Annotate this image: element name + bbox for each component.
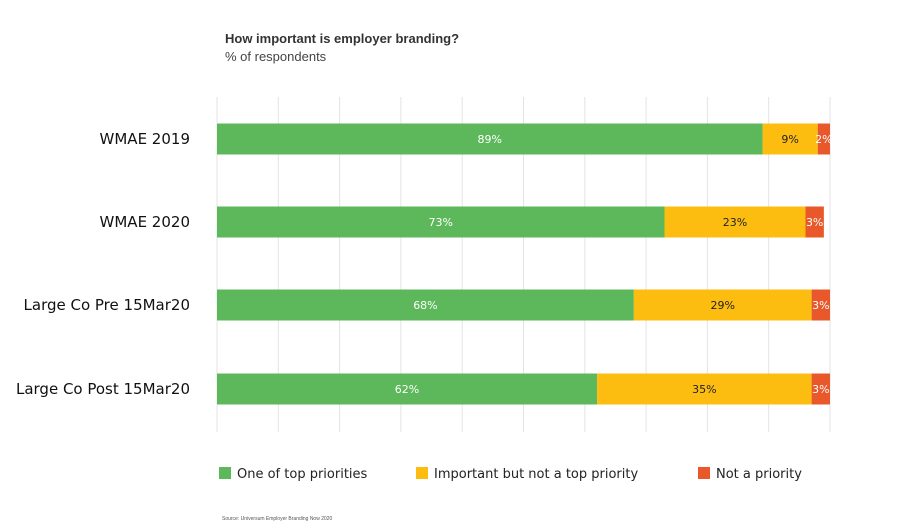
- bar-segment: [811, 289, 830, 321]
- data-label: 23%: [723, 216, 747, 229]
- data-label: 73%: [429, 216, 453, 229]
- legend-label: Important but not a top priority: [434, 467, 638, 482]
- bar-segment: [762, 123, 818, 155]
- category-label: WMAE 2019: [100, 130, 190, 148]
- category-label: WMAE 2020: [100, 213, 190, 231]
- data-label: 29%: [710, 299, 734, 312]
- bar-segment: [811, 373, 830, 405]
- legend-swatch: [219, 467, 231, 479]
- legend-label: One of top priorities: [237, 467, 368, 482]
- data-label: 3%: [812, 299, 829, 312]
- bar-segment: [217, 373, 598, 405]
- data-label: 2%: [815, 133, 832, 146]
- chart-subtitle: % of respondents: [225, 49, 327, 64]
- data-label: 3%: [806, 216, 823, 229]
- bar-segment: [217, 289, 634, 321]
- bar-segment: [217, 123, 763, 155]
- data-label: 89%: [478, 133, 502, 146]
- category-label: Large Co Pre 15Mar20: [24, 296, 190, 314]
- bar-segment: [633, 289, 812, 321]
- bar-segment: [805, 206, 824, 238]
- data-label: 62%: [395, 383, 419, 396]
- legend-swatch: [416, 467, 428, 479]
- data-label: 3%: [812, 383, 829, 396]
- category-label: Large Co Post 15Mar20: [16, 380, 190, 398]
- source-note: Source: Universum Employer Branding Now …: [222, 516, 333, 522]
- bar-segment: [217, 206, 665, 238]
- bar-segment: [664, 206, 806, 238]
- legend-swatch: [698, 467, 710, 479]
- data-label: 68%: [413, 299, 437, 312]
- data-label: 9%: [781, 133, 798, 146]
- bar-segment: [597, 373, 812, 405]
- legend-label: Not a priority: [716, 467, 802, 482]
- chart-title: How important is employer branding?: [225, 31, 460, 46]
- data-label: 35%: [692, 383, 716, 396]
- bar-segment: [817, 123, 830, 155]
